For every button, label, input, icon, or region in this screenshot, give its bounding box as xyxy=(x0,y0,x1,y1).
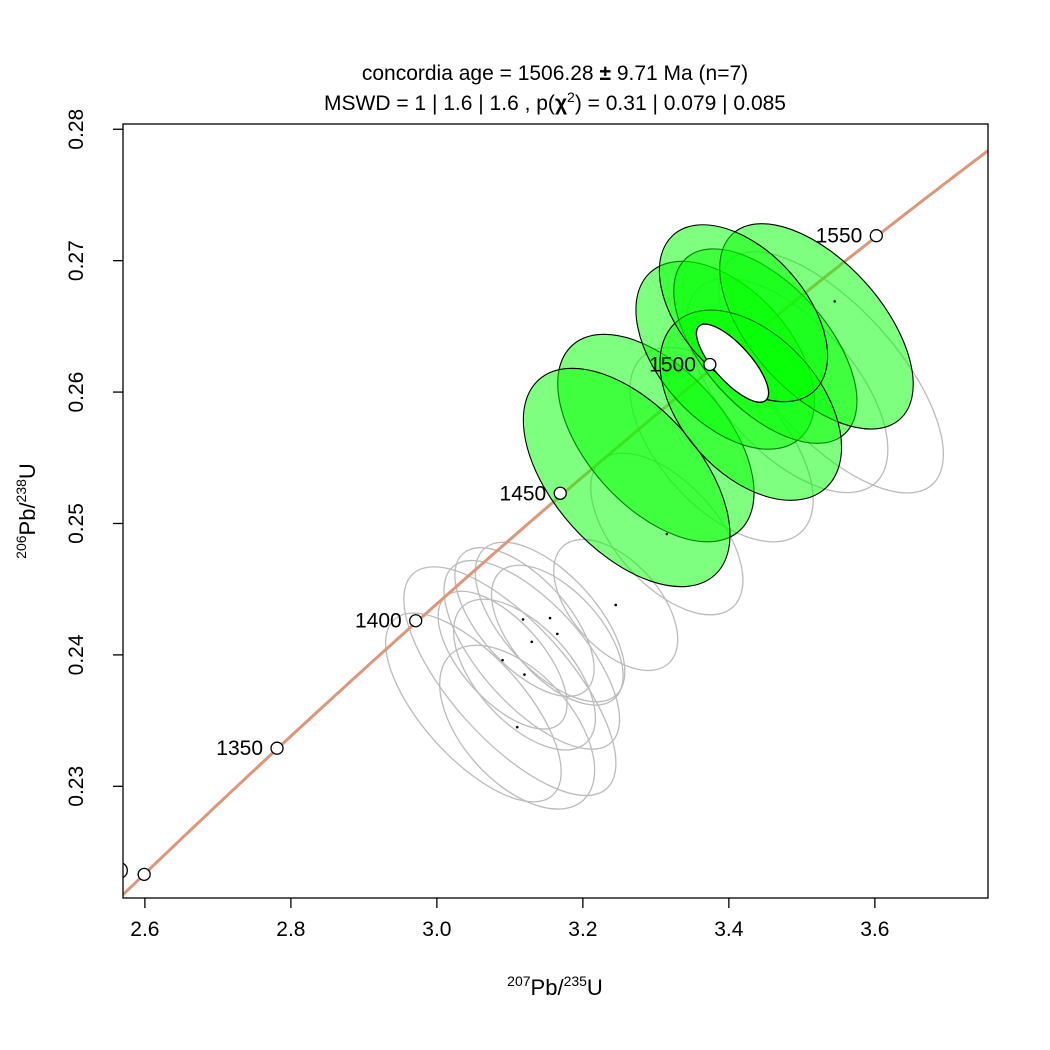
age-tick-label: 1450 xyxy=(500,482,547,505)
concordia-line xyxy=(123,149,988,896)
age-tick-marker xyxy=(270,741,284,755)
data-center-point xyxy=(556,632,559,636)
x-tick-label: 3.0 xyxy=(422,918,451,941)
rejected-ellipse xyxy=(439,644,596,810)
y-tick-label: 0.26 xyxy=(65,372,88,413)
rejected-ellipse xyxy=(384,612,562,803)
y-tick-label: 0.28 xyxy=(65,109,88,150)
data-center-point xyxy=(833,300,837,303)
chart-title-line1: concordia age = 1506.28 ± 9.71 Ma (n=7) xyxy=(362,62,748,85)
x-tick-label: 3.2 xyxy=(568,918,597,941)
accepted-ellipses xyxy=(522,223,914,588)
concordia-curve xyxy=(123,149,988,896)
y-tick-label: 0.25 xyxy=(65,503,88,544)
age-tick-marker xyxy=(409,614,423,628)
data-center-point xyxy=(515,725,519,729)
y-tick-label: 0.24 xyxy=(65,634,88,675)
age-tick-marker xyxy=(703,357,717,372)
data-center-point xyxy=(501,658,504,662)
age-tick-label: 1400 xyxy=(355,610,402,633)
accepted-ellipse xyxy=(658,224,829,403)
age-tick-marker xyxy=(553,486,567,500)
data-center-point xyxy=(523,673,526,676)
rejected-ellipse xyxy=(454,547,595,698)
age-tick-marker xyxy=(869,229,883,243)
x-tick-label: 3.6 xyxy=(860,918,889,941)
chart-title-line2: MSWD = 1 | 1.6 | 1.6 , p(χ2) = 0.31 | 0.… xyxy=(324,89,786,115)
data-center-point xyxy=(665,532,669,536)
age-tick-label: 1350 xyxy=(216,737,263,760)
data-center-point xyxy=(530,640,534,644)
age-tick-marker xyxy=(137,867,151,881)
rejected-ellipse xyxy=(443,559,621,750)
age-tick-label: 1500 xyxy=(649,353,696,376)
concordia-age-ellipse xyxy=(695,323,770,403)
rejected-ellipse xyxy=(452,598,597,751)
data-center-point xyxy=(548,616,552,620)
data-center-point xyxy=(614,603,618,607)
age-tick-marker xyxy=(123,862,128,879)
y-tick-label: 0.23 xyxy=(65,766,88,807)
data-centers xyxy=(501,300,837,729)
y-tick-label: 0.27 xyxy=(65,240,88,281)
y-axis: 0.23 0.24 0.25 0.26 0.27 0.28 xyxy=(65,109,123,807)
rejected-ellipse xyxy=(403,566,617,797)
x-axis: 2.6 2.8 3.0 3.2 3.4 3.6 xyxy=(130,898,889,941)
x-tick-label: 2.6 xyxy=(130,918,159,941)
plot-frame xyxy=(122,123,989,899)
x-tick-label: 2.8 xyxy=(276,918,305,941)
x-tick-label: 3.4 xyxy=(714,918,744,941)
data-center-point xyxy=(521,618,525,621)
concordia-age-ticks: 1350 1400 1450 1500 1550 xyxy=(123,225,883,881)
y-axis-title: 206Pb/238U xyxy=(13,463,40,559)
x-axis-title: 207Pb/235U xyxy=(507,973,603,1000)
rejected-ellipse xyxy=(490,564,624,706)
rejected-ellipse xyxy=(474,541,626,703)
age-tick-label: 1550 xyxy=(816,225,863,248)
